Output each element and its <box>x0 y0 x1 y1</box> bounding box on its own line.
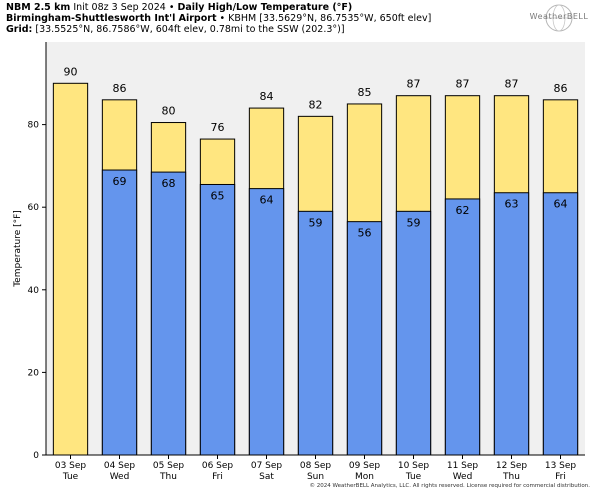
grid-label: Grid: <box>6 24 33 35</box>
x-tick-date: 09 Sep <box>349 461 381 471</box>
copyright-notice: © 2024 WeatherBELL Analytics, LLC. All r… <box>309 483 590 489</box>
x-tick-weekday: Sun <box>307 472 324 482</box>
low-temp-bar <box>199 183 236 456</box>
header-line-1: NBM 2.5 km Init 08z 3 Sep 2024 • Daily H… <box>6 2 352 13</box>
x-tick-date: 10 Sep <box>398 461 430 471</box>
low-temp-label: 62 <box>456 204 470 217</box>
x-tick-label: 13 Sep Fri <box>545 461 577 482</box>
high-temp-label: 87 <box>505 78 519 91</box>
y-tick-label: 40 <box>28 286 40 296</box>
high-temp-label: 87 <box>407 78 421 91</box>
x-tick-date: 05 Sep <box>153 461 185 471</box>
y-tick-label: 20 <box>28 368 40 378</box>
x-tick-date: 13 Sep <box>545 461 577 471</box>
low-temp-label: 63 <box>505 198 519 211</box>
x-tick-label: 08 Sep Sun <box>300 461 332 482</box>
x-tick-label: 09 Sep Mon <box>349 461 381 482</box>
low-temp-label: 64 <box>554 198 568 211</box>
y-tick-label: 80 <box>28 121 40 131</box>
x-tick-date: 06 Sep <box>202 461 234 471</box>
low-temp-bar <box>395 210 432 456</box>
init-time: Init 08z 3 Sep 2024 <box>73 2 166 13</box>
x-tick-label: 10 Sep Tue <box>398 461 430 482</box>
x-tick-weekday: Thu <box>159 472 177 482</box>
x-tick-date: 11 Sep <box>447 461 479 471</box>
low-temp-label: 69 <box>113 175 127 188</box>
low-temp-label: 56 <box>358 227 372 240</box>
high-temp-label: 82 <box>309 98 323 111</box>
low-temp-bar <box>101 169 138 456</box>
x-tick-date: 04 Sep <box>104 461 136 471</box>
low-temp-label: 64 <box>260 194 274 207</box>
logo-text: WeatherBELL <box>529 12 589 21</box>
x-tick-weekday: Thu <box>502 472 520 482</box>
x-tick-label: 11 Sep Wed <box>447 461 479 482</box>
separator-dot: • <box>219 13 226 24</box>
x-tick-date: 08 Sep <box>300 461 332 471</box>
high-temp-bar <box>52 82 89 456</box>
low-temp-label: 59 <box>407 216 421 229</box>
separator-dot: • <box>168 2 175 13</box>
high-temp-label: 86 <box>113 82 127 95</box>
low-temp-bar <box>542 192 579 456</box>
high-temp-label: 80 <box>162 105 176 118</box>
low-temp-bar <box>297 210 334 456</box>
low-temp-label: 59 <box>309 216 323 229</box>
x-tick-date: 12 Sep <box>496 461 528 471</box>
high-temp-label: 84 <box>260 90 274 103</box>
x-tick-weekday: Tue <box>405 472 422 482</box>
high-temp-label: 87 <box>456 78 470 91</box>
x-tick-weekday: Wed <box>453 472 473 482</box>
x-tick-label: 12 Sep Thu <box>496 461 528 482</box>
x-tick-weekday: Wed <box>110 472 130 482</box>
low-temp-bar <box>150 171 187 456</box>
low-temp-bar <box>248 188 285 456</box>
x-tick-weekday: Fri <box>555 472 566 482</box>
x-tick-weekday: Fri <box>212 472 223 482</box>
high-temp-label: 90 <box>64 65 78 78</box>
x-tick-date: 07 Sep <box>251 461 283 471</box>
x-tick-label: 05 Sep Thu <box>153 461 185 482</box>
x-tick-label: 04 Sep Wed <box>104 461 136 482</box>
high-temp-label: 86 <box>554 82 568 95</box>
header-line-2: Birmingham-Shuttlesworth Int'l Airport •… <box>6 13 431 24</box>
globe-logo-icon <box>545 4 573 32</box>
weatherbell-logo: WeatherBELL <box>524 2 594 38</box>
station-name: Birmingham-Shuttlesworth Int'l Airport <box>6 13 217 24</box>
header-line-3: Grid: [33.5525°N, 86.7586°W, 604ft elev,… <box>6 24 345 35</box>
low-temp-label: 65 <box>211 189 225 202</box>
x-tick-weekday: Sat <box>259 472 274 482</box>
y-axis-label: Temperature [°F] <box>13 210 23 288</box>
x-tick-label: 03 Sep Tue <box>55 461 87 482</box>
low-temp-bar <box>444 198 481 456</box>
grid-meta: [33.5525°N, 86.7586°W, 604ft elev, 0.78m… <box>35 24 345 35</box>
x-tick-label: 06 Sep Fri <box>202 461 234 482</box>
model-name: NBM 2.5 km <box>6 2 71 13</box>
x-tick-weekday: Mon <box>355 472 374 482</box>
x-tick-label: 07 Sep Sat <box>251 461 283 482</box>
x-tick-weekday: Tue <box>62 472 79 482</box>
y-tick-label: 0 <box>33 451 39 461</box>
product-title: Daily High/Low Temperature (°F) <box>177 2 353 13</box>
low-temp-bar <box>346 221 383 456</box>
low-temp-bar <box>493 192 530 456</box>
high-temp-label: 76 <box>211 121 225 134</box>
high-temp-label: 85 <box>358 86 372 99</box>
y-tick-label: 60 <box>28 203 40 213</box>
station-meta: KBHM [33.5629°N, 86.7535°W, 650ft elev] <box>228 13 432 24</box>
low-temp-label: 68 <box>162 177 176 190</box>
x-tick-date: 03 Sep <box>55 461 87 471</box>
